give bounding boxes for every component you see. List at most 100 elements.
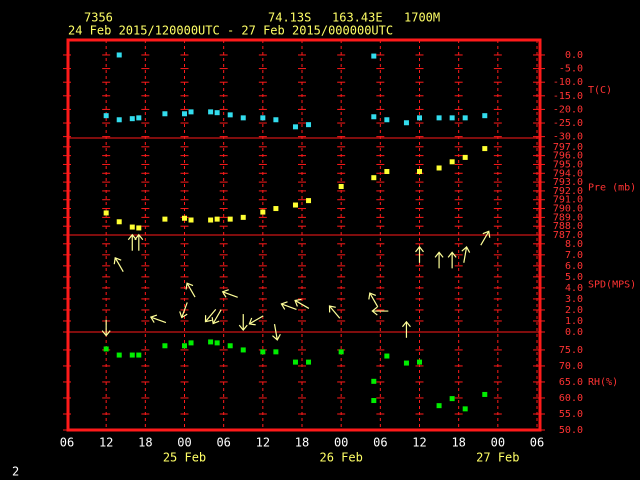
data-point — [240, 214, 246, 220]
wind-arrow — [179, 302, 188, 319]
data-point — [371, 398, 377, 404]
arrow-head — [415, 245, 424, 253]
y-tick-label: 796.0 — [553, 151, 583, 162]
data-point — [371, 175, 377, 181]
arrow-head — [204, 315, 212, 323]
y-tick-label: 70.0 — [559, 361, 583, 372]
y-tick-label: 75.0 — [559, 345, 583, 356]
y-tick-label: -25.0 — [553, 118, 583, 129]
arrow-head — [211, 317, 220, 325]
arrow-shaft — [114, 257, 124, 272]
data-point — [403, 120, 409, 126]
x-tick-label: 12 — [412, 436, 426, 450]
wind-arrow — [221, 289, 238, 298]
data-point — [208, 339, 214, 345]
data-point — [417, 169, 422, 175]
y-tick-label: -5.0 — [559, 64, 583, 75]
data-point — [116, 352, 122, 358]
data-point — [292, 202, 298, 208]
data-point — [273, 117, 279, 123]
data-point — [103, 346, 109, 352]
data-point — [240, 347, 246, 353]
data-point — [436, 115, 442, 121]
data-point — [116, 117, 122, 123]
y-tick-label: 1.0 — [565, 316, 583, 327]
x-tick-label: 18 — [138, 436, 152, 450]
y-axis-label: T(C) — [588, 85, 612, 96]
data-point — [462, 406, 468, 412]
x-tick-label: 06 — [530, 436, 544, 450]
wind-arrow — [134, 233, 144, 251]
arrow-head — [447, 251, 457, 258]
wind-arrow — [328, 305, 341, 319]
data-point — [306, 359, 312, 365]
arrow-shaft — [150, 316, 167, 324]
data-point — [214, 340, 220, 346]
x-tick-label: 00 — [177, 436, 191, 450]
arrow-shaft — [480, 231, 490, 246]
data-point — [462, 115, 468, 121]
station-id: 7356 — [84, 11, 113, 25]
arrow-shaft — [222, 291, 238, 298]
data-point — [129, 224, 135, 230]
date-label: 25 Feb — [163, 451, 206, 465]
wind-arrow — [434, 251, 444, 269]
x-tick-label: 12 — [256, 436, 270, 450]
arrow-head — [368, 292, 376, 300]
data-point — [182, 215, 187, 221]
y-axis-label: SPD(MPS) — [588, 280, 636, 291]
y-tick-label: 3.0 — [565, 294, 583, 305]
wind-arrow — [272, 324, 281, 341]
wind-arrow — [101, 319, 111, 337]
arrow-shaft — [281, 303, 297, 310]
data-point — [227, 343, 233, 349]
wind-arrow — [248, 315, 264, 326]
data-point — [482, 146, 488, 152]
data-point — [462, 154, 468, 160]
data-point — [227, 112, 233, 118]
arrow-head — [113, 257, 122, 265]
data-point — [436, 403, 442, 409]
arrow-shaft — [329, 305, 341, 319]
y-tick-label: 60.0 — [559, 393, 583, 404]
wind-arrow — [401, 320, 411, 338]
y-tick-label: 50.0 — [559, 425, 583, 436]
arrow-head — [101, 330, 111, 337]
arrow-head — [185, 282, 194, 290]
data-point — [188, 340, 194, 346]
data-point — [482, 391, 488, 397]
arrow-shaft — [273, 324, 278, 340]
data-point — [208, 217, 214, 223]
data-point — [214, 110, 220, 116]
x-tick-label: 06 — [373, 436, 387, 450]
arrow-head — [134, 233, 144, 241]
y-tick-label: 0.0 — [565, 50, 583, 61]
arrow-head — [294, 298, 302, 307]
arrow-head — [482, 230, 491, 238]
y-tick-label: 65.0 — [559, 377, 583, 388]
data-point — [208, 109, 214, 115]
data-point — [292, 124, 298, 130]
y-tick-label: 6.0 — [565, 261, 583, 272]
latitude: 74.13S — [268, 11, 311, 25]
data-point — [227, 216, 233, 222]
wind-arrow — [127, 233, 137, 251]
y-tick-label: 788.0 — [553, 221, 583, 232]
arrow-shaft — [205, 308, 217, 322]
footer: 2 — [12, 465, 19, 479]
date-label: 26 Feb — [319, 451, 362, 465]
x-tick-label: 00 — [491, 436, 505, 450]
arrow-shaft — [249, 315, 264, 325]
x-tick-label: 06 — [216, 436, 230, 450]
data-point — [449, 115, 455, 121]
x-tick-label: 18 — [451, 436, 465, 450]
data-point — [384, 117, 390, 123]
data-point — [417, 359, 422, 365]
data-point — [371, 53, 377, 59]
arrow-shaft — [212, 309, 222, 324]
period: 24 Feb 2015/120000UTC - 27 Feb 2015/0000… — [68, 24, 393, 38]
y-tick-label: 7.0 — [565, 250, 583, 261]
arrow-head — [328, 305, 336, 313]
y-tick-label: 789.0 — [553, 212, 583, 223]
